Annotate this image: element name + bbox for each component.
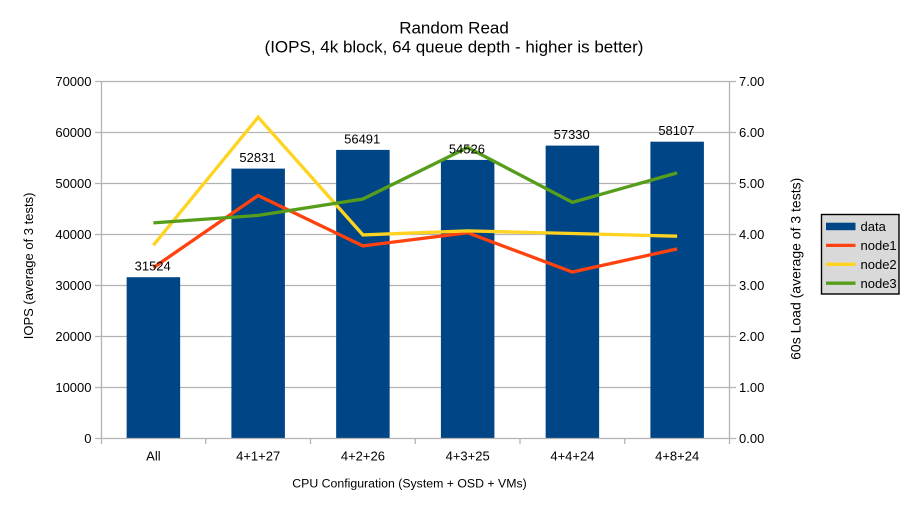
- svg-text:All: All: [146, 448, 161, 463]
- svg-text:0.00: 0.00: [739, 431, 764, 446]
- svg-text:7.00: 7.00: [739, 74, 764, 89]
- svg-text:52831: 52831: [239, 150, 275, 165]
- svg-text:(IOPS, 4k block, 64 queue dept: (IOPS, 4k block, 64 queue depth - higher…: [265, 38, 644, 57]
- svg-text:5.00: 5.00: [739, 176, 764, 191]
- svg-text:node1: node1: [861, 238, 897, 253]
- svg-text:60000: 60000: [55, 125, 91, 140]
- svg-text:57330: 57330: [554, 127, 590, 142]
- svg-text:6.00: 6.00: [739, 125, 764, 140]
- svg-text:4+2+26: 4+2+26: [341, 448, 385, 463]
- svg-text:70000: 70000: [55, 74, 91, 89]
- svg-text:0: 0: [84, 431, 91, 446]
- svg-text:IOPS (average of 3 tests): IOPS (average of 3 tests): [21, 193, 36, 340]
- svg-text:54526: 54526: [449, 141, 485, 156]
- svg-text:40000: 40000: [55, 227, 91, 242]
- svg-text:58107: 58107: [658, 123, 694, 138]
- svg-text:56491: 56491: [344, 131, 380, 146]
- svg-text:4+3+25: 4+3+25: [446, 448, 490, 463]
- svg-text:30000: 30000: [55, 278, 91, 293]
- svg-text:31524: 31524: [135, 259, 171, 274]
- svg-text:4+4+24: 4+4+24: [550, 448, 594, 463]
- svg-text:Random Read: Random Read: [399, 19, 509, 38]
- svg-text:60s Load (average of 3 tests): 60s Load (average of 3 tests): [788, 178, 804, 360]
- svg-text:data: data: [861, 219, 887, 234]
- svg-text:10000: 10000: [55, 380, 91, 395]
- svg-text:4+1+27: 4+1+27: [236, 448, 280, 463]
- svg-text:4+8+24: 4+8+24: [655, 448, 699, 463]
- svg-text:3.00: 3.00: [739, 278, 764, 293]
- svg-text:50000: 50000: [55, 176, 91, 191]
- svg-text:node3: node3: [861, 276, 897, 291]
- svg-text:node2: node2: [861, 257, 897, 272]
- svg-text:20000: 20000: [55, 329, 91, 344]
- svg-text:2.00: 2.00: [739, 329, 764, 344]
- svg-text:1.00: 1.00: [739, 380, 764, 395]
- svg-text:4.00: 4.00: [739, 227, 764, 242]
- svg-text:CPU Configuration (System + OS: CPU Configuration (System + OSD + VMs): [292, 477, 526, 491]
